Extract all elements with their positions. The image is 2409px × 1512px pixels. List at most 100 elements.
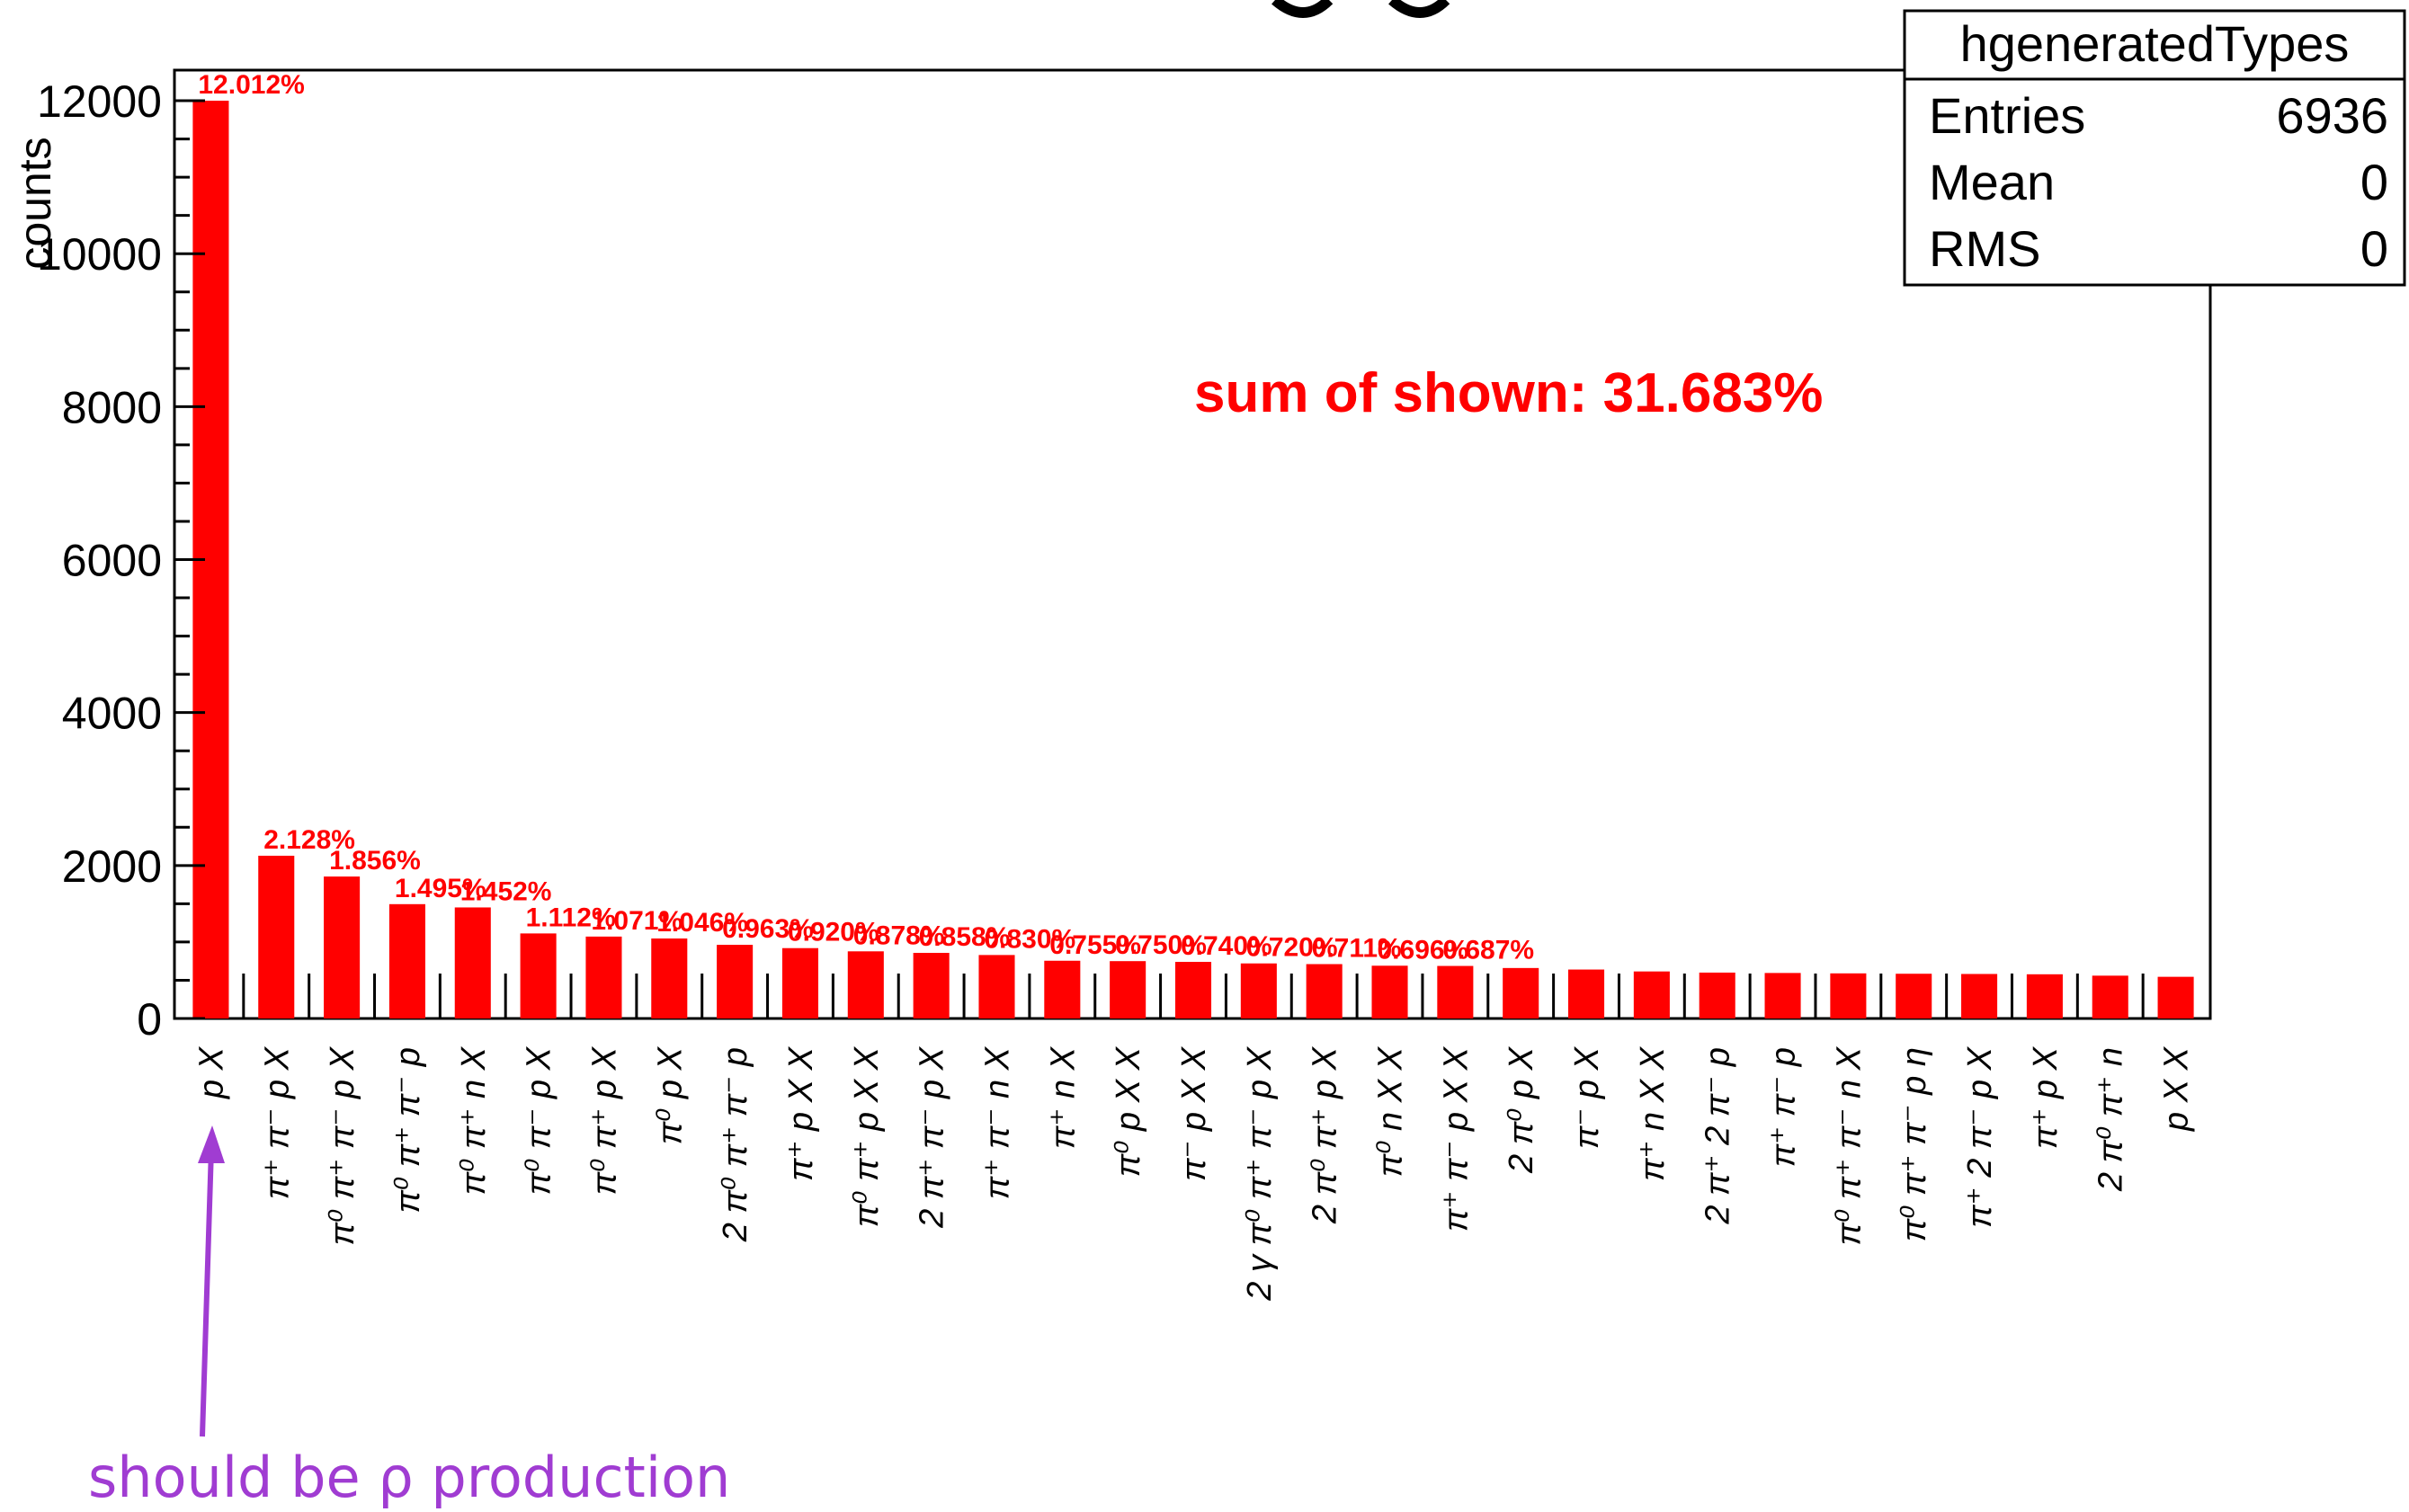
bar <box>847 951 884 1018</box>
sum-of-shown-annotation: sum of shown: 31.683% <box>1194 362 1823 424</box>
x-category-label: π⁰ π⁺ π⁻ n X <box>1830 1045 1868 1245</box>
bar-percent-label: 0.720% <box>1246 933 1338 963</box>
x-category-label: 2 π⁺ 2 π⁻ p <box>1700 1047 1737 1225</box>
stats-rms-value: 0 <box>2360 220 2388 277</box>
bar-percent-label: 0.963% <box>722 914 814 944</box>
y-tick-label: 0 <box>137 994 162 1045</box>
x-category-label: 2 π⁰ π⁺ π⁻ p <box>717 1047 754 1242</box>
bar <box>585 936 622 1018</box>
category-labels-group: p X π⁺ π⁻ p X π⁰ π⁺ π⁻ p X π⁰ π⁺ π⁻ p π⁰ π⁺ … <box>192 1045 2195 1301</box>
bar <box>1699 972 1735 1018</box>
x-category-label: π⁰ n X X <box>1372 1045 1410 1177</box>
x-category-label: 2 π⁺ π⁻ p X <box>914 1045 951 1229</box>
bar-percent-label: 1.856% <box>329 846 421 876</box>
bar-percent-label: 1.046% <box>656 908 748 938</box>
y-tick-label: 12000 <box>37 76 162 127</box>
x-category-label: π⁺ p X X <box>782 1045 820 1181</box>
x-category-label: π⁰ π⁺ π⁻ p <box>389 1047 427 1214</box>
bar <box>1764 973 1801 1018</box>
bar <box>651 938 688 1018</box>
stats-rms-label: RMS <box>1929 220 2040 277</box>
bar <box>1568 969 1605 1018</box>
bar <box>1633 971 1670 1018</box>
bar <box>324 876 361 1018</box>
bar <box>1961 974 1998 1018</box>
bar <box>2092 975 2128 1018</box>
x-category-label: 2 π⁰ p X <box>1503 1045 1540 1174</box>
bar-percent-label: 1.112% <box>526 903 616 932</box>
x-category-label: 2 π⁰ π⁺ n <box>2092 1047 2130 1192</box>
bar-percent-label: 0.740% <box>1181 931 1272 961</box>
cropped-title-fragment <box>1271 0 1450 18</box>
bar-percent-label: 1.452% <box>460 876 552 906</box>
x-category-label: π⁺ 2 π⁻ p X <box>1961 1045 1999 1228</box>
bar <box>388 903 425 1018</box>
y-axis-title: counts <box>10 137 60 269</box>
x-category-label: π⁰ π⁺ n X <box>455 1045 493 1195</box>
x-category-label: π⁰ π⁺ p X X <box>848 1045 886 1227</box>
bar <box>454 907 491 1018</box>
bar <box>1371 965 1408 1018</box>
x-category-label: π⁰ π⁺ p X <box>585 1045 623 1195</box>
x-category-label: π⁰ p X X <box>1110 1045 1147 1177</box>
bar <box>781 947 818 1018</box>
y-tick-label: 4000 <box>62 689 162 739</box>
x-category-label: π⁰ π⁺ π⁻ p X <box>324 1045 361 1245</box>
bar <box>1437 965 1474 1018</box>
x-category-label: π⁰ π⁺ π⁻ p η <box>1896 1047 1933 1241</box>
x-category-label: π⁺ π⁻ n X <box>978 1045 1016 1199</box>
x-category-label: π⁻ p X <box>1568 1045 1606 1149</box>
bar-percent-label: 0.830% <box>984 924 1075 954</box>
bar-percent-label: 1.495% <box>395 874 486 903</box>
bar-percent-label: 2.128% <box>263 825 355 855</box>
arrow-note-text: should be ρ production <box>88 1445 730 1510</box>
x-category-label: π⁺ p X <box>2027 1045 2065 1149</box>
x-category-label: π⁺ π⁻ p X X <box>1437 1045 1475 1232</box>
y-tick-label: 2000 <box>62 841 162 892</box>
bar <box>913 953 950 1018</box>
x-category-label: π⁰ π⁻ p X <box>521 1045 558 1195</box>
x-ticks-group <box>242 974 2145 1018</box>
bar <box>1044 960 1081 1018</box>
bar-percent-label: 0.711% <box>1312 934 1402 964</box>
stats-entries-label: Entries <box>1929 87 2085 144</box>
stats-box-title: hgeneratedTypes <box>1960 15 2350 72</box>
y-axis: 0 2000 4000 6000 8000 10000 12000 <box>37 76 205 1045</box>
bar <box>2157 976 2194 1018</box>
bar-percent-label: 0.878% <box>853 921 945 950</box>
y-tick-label: 8000 <box>62 382 162 432</box>
percent-labels-group: 12.012%2.128%1.856%1.495%1.452%1.112%1.0… <box>198 70 1534 965</box>
x-category-label: p X <box>192 1045 230 1099</box>
y-tick-label: 10000 <box>37 229 162 280</box>
stats-mean-value: 0 <box>2360 154 2388 210</box>
bar-percent-label: 0.755% <box>1049 930 1141 960</box>
bar <box>1306 964 1343 1018</box>
x-category-label: 2 π⁰ π⁺ p X <box>1307 1045 1344 1224</box>
bar <box>717 945 754 1018</box>
bar-percent-label: 1.071% <box>591 906 683 936</box>
stats-entries-value: 6936 <box>2276 87 2388 144</box>
bar <box>1503 967 1539 1018</box>
arrow-annotation <box>198 1125 225 1437</box>
bar <box>1896 974 1932 1018</box>
bar-percent-label: 0.750% <box>1115 930 1207 960</box>
x-category-label: p X X <box>2158 1045 2196 1132</box>
bar-percent-label: 0.696% <box>1377 935 1468 965</box>
y-tick-label: 6000 <box>62 536 162 586</box>
bar <box>978 955 1015 1018</box>
bar-percent-label: 0.687% <box>1442 936 1534 965</box>
stats-mean-label: Mean <box>1929 154 2055 210</box>
bar <box>1830 973 1867 1018</box>
x-category-label: π⁺ π⁻ p <box>1765 1047 1803 1167</box>
x-category-label: 2 γ π⁰ π⁺ π⁻ p X <box>1241 1045 1279 1301</box>
x-category-label: π⁺ π⁻ p X <box>258 1045 296 1199</box>
x-category-label: π⁺ n X <box>1044 1045 1082 1149</box>
x-category-label: π⁻ p X X <box>1175 1045 1213 1181</box>
bar-percent-label: 0.920% <box>788 918 879 947</box>
bar <box>2026 974 2063 1018</box>
x-category-label: π⁰ p X <box>651 1045 689 1144</box>
bar-percent-label: 12.012% <box>198 70 304 100</box>
x-category-label: π⁺ n X X <box>1634 1045 1672 1181</box>
bar <box>520 933 557 1018</box>
